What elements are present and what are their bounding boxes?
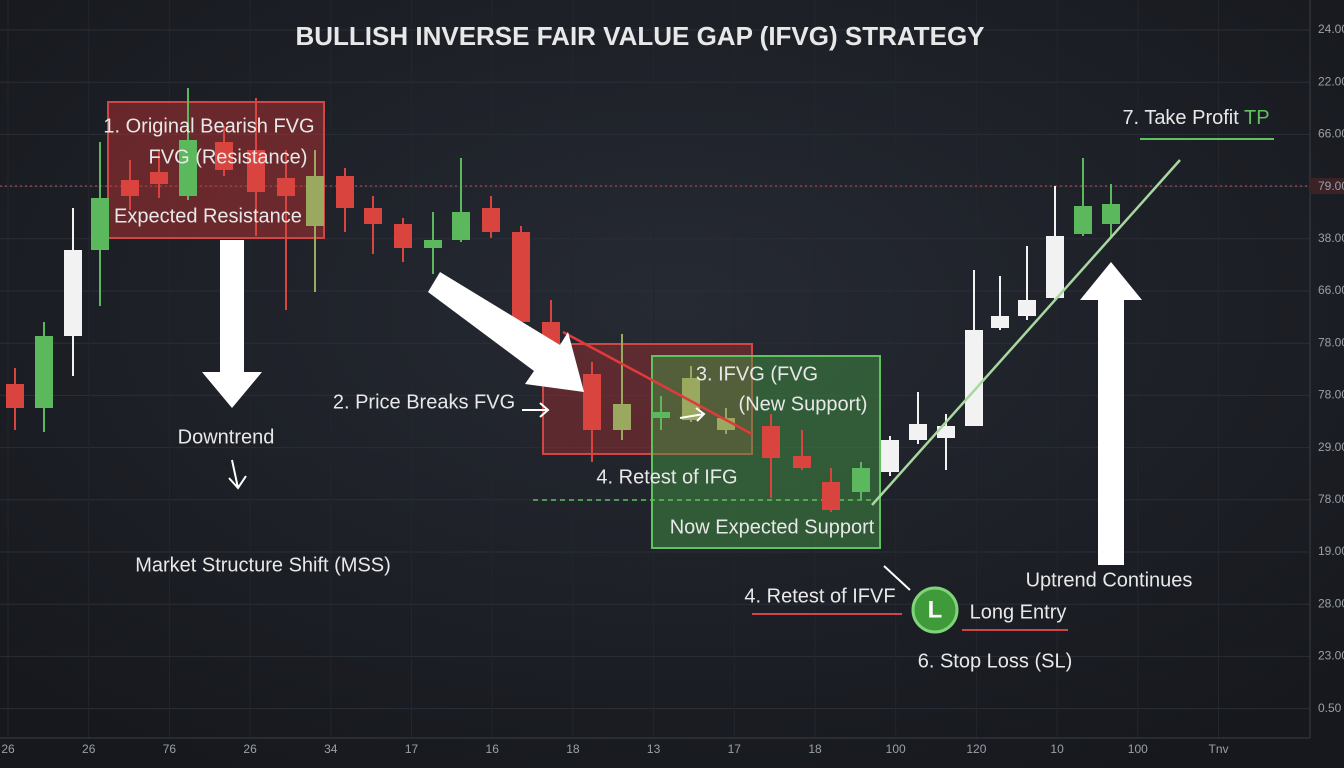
- break-arrow: [428, 272, 584, 392]
- candle-body: [512, 232, 530, 322]
- candle-body: [6, 384, 24, 408]
- x-axis-label: 26: [243, 742, 257, 756]
- y-axis-label: 29.00: [1318, 440, 1344, 454]
- price-highlight: [1310, 178, 1344, 194]
- entry-marker-label: L: [928, 596, 943, 623]
- annotation: FVG (Resistance): [149, 146, 308, 168]
- candle-body: [306, 176, 324, 226]
- y-axis-label: 28.00: [1318, 596, 1344, 610]
- y-axis-label: 78.00: [1318, 335, 1344, 349]
- x-axis-label: 34: [324, 742, 338, 756]
- candle-body: [652, 412, 670, 418]
- trend-line: [871, 159, 1181, 506]
- candle-body: [965, 330, 983, 426]
- take-profit-tag: TP: [1244, 107, 1270, 129]
- candle-body: [215, 142, 233, 170]
- annotation: 3. IFVG (FVG: [696, 363, 818, 385]
- y-axis-label: 24.00: [1318, 22, 1344, 36]
- candle-body: [1102, 204, 1120, 224]
- x-axis-label: 13: [647, 742, 661, 756]
- candle-body: [613, 404, 631, 430]
- candle-body: [35, 336, 53, 408]
- retest-small-arrow: [679, 407, 706, 422]
- candle-body: [179, 140, 197, 196]
- break-zone: [542, 343, 753, 455]
- candle-body: [852, 468, 870, 492]
- annotation: Long Entry: [970, 601, 1067, 623]
- y-axis-label: 22.00: [1318, 74, 1344, 88]
- candle-body: [1046, 236, 1064, 298]
- break-line: [562, 330, 753, 436]
- candle-body: [793, 456, 811, 468]
- annotation: 7. Take Profit TP: [1122, 107, 1269, 129]
- y-axis-label: 78.00: [1318, 388, 1344, 402]
- annotation: (New Support): [739, 393, 868, 415]
- annotation: 6. Stop Loss (SL): [918, 650, 1073, 672]
- candle-body: [991, 316, 1009, 328]
- candle-body: [424, 240, 442, 248]
- entry-pointer: [883, 565, 911, 591]
- annotation: Expected Resistance: [114, 205, 302, 227]
- downtrend-arrow: [228, 459, 247, 490]
- y-axis-label: 19.00: [1318, 544, 1344, 558]
- annotation: Uptrend Continues: [1026, 569, 1193, 591]
- candle-body: [364, 208, 382, 224]
- y-axis-label: 0.50: [1318, 701, 1342, 715]
- take-profit-label: 7. Take Profit: [1122, 107, 1239, 129]
- annotation: Now Expected Support: [670, 516, 875, 538]
- x-axis-label: Tnv: [1208, 742, 1228, 756]
- candle-body: [822, 482, 840, 510]
- annotation: Downtrend: [178, 426, 275, 448]
- y-axis-label: 38.00: [1318, 231, 1344, 245]
- candle-body: [881, 440, 899, 472]
- candle-body: [682, 378, 700, 420]
- x-axis-label: 26: [82, 742, 96, 756]
- y-axis-label: 23.00: [1318, 649, 1344, 663]
- entry-marker: [911, 586, 959, 634]
- candle-body: [1018, 300, 1036, 316]
- down-arrow: [202, 240, 262, 408]
- y-axis-label: 66.00: [1318, 127, 1344, 141]
- x-axis-label: 100: [1128, 742, 1148, 756]
- y-axis-label: 78.00: [1318, 492, 1344, 506]
- x-axis-label: 18: [566, 742, 580, 756]
- x-axis-label: 26: [1, 742, 15, 756]
- up-arrow: [1080, 262, 1142, 565]
- candle-body: [452, 212, 470, 240]
- annotation: 1. Original Bearish FVG: [103, 115, 314, 137]
- annotation: 2. Price Breaks FVG: [333, 391, 515, 413]
- candle-body: [277, 178, 295, 196]
- candle-body: [150, 172, 168, 184]
- candle-body: [909, 424, 927, 440]
- x-axis-label: 17: [728, 742, 742, 756]
- y-axis-label: 66.00: [1318, 283, 1344, 297]
- y-axis-label: 79.00: [1318, 179, 1344, 193]
- annotation: 4. Retest of IFVF: [744, 585, 895, 607]
- x-axis-label: 17: [405, 742, 419, 756]
- candle-body: [1074, 206, 1092, 234]
- annotation: Market Structure Shift (MSS): [135, 554, 391, 576]
- break-small-arrow: [522, 402, 550, 418]
- candle-body: [336, 176, 354, 208]
- title: BULLISH INVERSE FAIR VALUE GAP (IFVG) ST…: [295, 21, 984, 51]
- x-axis-label: 10: [1050, 742, 1064, 756]
- candle-body: [91, 198, 109, 250]
- candle-body: [121, 180, 139, 196]
- candle-body: [394, 224, 412, 248]
- annotation: 4. Retest of IFG: [596, 466, 737, 488]
- candle-body: [247, 150, 265, 192]
- axis-labels: 24.00 22.00 66.00 79.00 38.00 66.00 78.00 78.00…: [1, 22, 1344, 756]
- candle-body: [482, 208, 500, 232]
- x-axis-label: 18: [808, 742, 822, 756]
- candles: [6, 88, 1120, 512]
- x-axis-label: 100: [886, 742, 906, 756]
- candle-body: [583, 374, 601, 430]
- candle-body: [762, 426, 780, 458]
- x-axis-label: 76: [163, 742, 177, 756]
- x-axis-label: 16: [486, 742, 500, 756]
- x-axis-label: 120: [966, 742, 986, 756]
- candle-body: [64, 250, 82, 336]
